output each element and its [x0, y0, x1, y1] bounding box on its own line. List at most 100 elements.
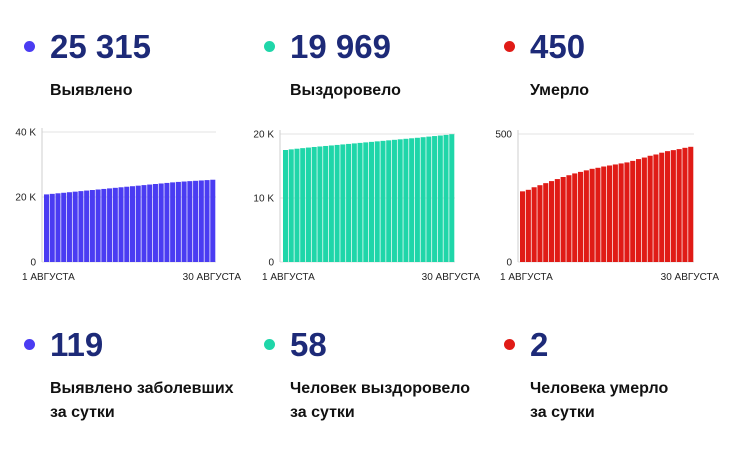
y-tick-label: 0	[268, 258, 274, 269]
bar	[328, 145, 334, 262]
bar	[688, 146, 694, 262]
bar	[641, 157, 647, 262]
total-recovered-label: Выздоровело	[290, 82, 401, 99]
bar	[601, 166, 607, 262]
bar	[380, 140, 386, 262]
daily-deaths-value: 2	[530, 326, 549, 363]
bar	[543, 183, 549, 262]
bar	[340, 144, 346, 262]
chart-detected: 40 K 20 K 0 1 АВГУСТА 30 АВГУСТА	[0, 120, 250, 290]
bar	[357, 142, 363, 262]
chart-recovered: 20 K 10 K 0 1 АВГУСТА 30 АВГУСТА	[240, 120, 490, 290]
bar	[653, 154, 659, 262]
bar	[95, 189, 101, 262]
daily-detected-dot-icon	[24, 339, 35, 350]
y-tick-label: 10 K	[253, 194, 274, 205]
bar	[164, 182, 170, 262]
bar	[665, 151, 671, 262]
bar	[210, 179, 216, 262]
bar	[374, 141, 380, 262]
bar	[676, 149, 682, 262]
total-recovered-value: 19 969	[290, 28, 391, 65]
bar	[618, 163, 624, 262]
y-tick-label: 0	[30, 258, 36, 269]
bar	[420, 137, 426, 262]
x-end-label: 30 АВГУСТА	[661, 272, 720, 283]
bar	[549, 181, 555, 262]
bar	[101, 188, 107, 262]
bar	[187, 181, 193, 262]
bar	[572, 173, 578, 262]
bar	[107, 188, 113, 262]
bar	[391, 139, 397, 262]
bar	[175, 181, 181, 262]
bar	[288, 149, 294, 262]
chart-recovered-svg: 20 K 10 K 0 1 АВГУСТА 30 АВГУСТА	[253, 130, 481, 284]
daily-deaths-dot-icon	[504, 339, 515, 350]
chart-deaths: 500 0 1 АВГУСТА 30 АВГУСТА	[478, 120, 738, 290]
deaths-dot-icon	[504, 41, 515, 52]
bar	[363, 142, 369, 262]
bar	[583, 170, 589, 262]
bar	[66, 192, 72, 262]
daily-deaths-label-line1: Человека умерло	[530, 380, 669, 397]
x-start-label: 1 АВГУСТА	[262, 272, 315, 283]
bar	[112, 187, 118, 262]
total-deaths-label: Умерло	[530, 82, 589, 99]
bar	[630, 160, 636, 262]
daily-detected-label-line2: за сутки	[50, 404, 115, 421]
bar	[305, 147, 311, 262]
bar	[84, 190, 90, 262]
bar	[181, 181, 187, 262]
bar	[124, 186, 130, 262]
daily-deaths-label-line2: за сутки	[530, 404, 595, 421]
bar	[443, 134, 449, 262]
total-deaths-value: 450	[530, 28, 586, 65]
bar	[426, 136, 432, 262]
bar	[647, 155, 653, 262]
bar	[204, 180, 210, 262]
bar	[578, 171, 584, 262]
bar	[147, 184, 153, 262]
bar	[49, 193, 55, 262]
bar	[135, 185, 141, 262]
bar	[525, 189, 531, 262]
bar	[346, 143, 352, 262]
bar	[386, 140, 392, 262]
bar	[560, 177, 566, 262]
bar	[72, 191, 78, 262]
bar	[78, 191, 84, 262]
bar	[323, 145, 329, 262]
y-tick-label: 20 K	[253, 130, 274, 141]
bar	[670, 150, 676, 262]
bar	[170, 182, 176, 263]
bar	[311, 146, 317, 262]
bar	[351, 143, 357, 262]
bar	[414, 137, 420, 262]
bar	[566, 175, 572, 262]
bar	[283, 150, 289, 262]
chart-deaths-svg: 500 0 1 АВГУСТА 30 АВГУСТА	[495, 130, 720, 284]
bar	[589, 168, 595, 262]
daily-recovered-label-line2: за сутки	[290, 404, 355, 421]
bar	[607, 165, 613, 262]
y-tick-label: 40 K	[15, 128, 36, 139]
bar	[152, 184, 158, 262]
daily-detected-value: 119	[50, 326, 104, 363]
x-end-label: 30 АВГУСТА	[183, 272, 242, 283]
bar	[118, 187, 124, 262]
bar	[437, 135, 443, 262]
bar	[403, 138, 409, 262]
bar	[595, 167, 601, 262]
bar	[294, 148, 300, 262]
x-end-label: 30 АВГУСТА	[422, 272, 481, 283]
total-detected-label: Выявлено	[50, 82, 133, 99]
bar	[432, 136, 438, 262]
bar	[397, 139, 403, 262]
bar	[317, 146, 323, 262]
detected-dot-icon	[24, 41, 35, 52]
daily-recovered-value: 58	[290, 326, 327, 363]
bar	[55, 193, 61, 262]
chart-detected-svg: 40 K 20 K 0 1 АВГУСТА 30 АВГУСТА	[15, 128, 242, 284]
bar	[682, 147, 688, 262]
